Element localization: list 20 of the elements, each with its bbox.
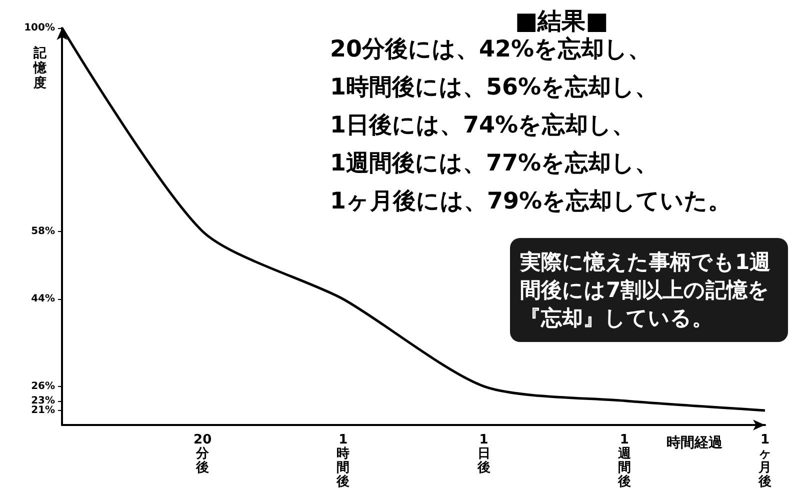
annotation: 1時間後には、56%を忘却し、	[330, 74, 658, 100]
y-tick-label: 58%	[31, 226, 55, 237]
x-tick-label: 1ヶ月後	[758, 432, 772, 490]
x-tick-label: 20分後	[194, 432, 212, 476]
y-axis-title: 記憶度	[32, 45, 48, 91]
x-tick-label: 1週間後	[616, 432, 632, 490]
chart-title: ■結果■	[515, 7, 608, 35]
y-tick-label: 44%	[31, 294, 55, 305]
x-axis-title: 時間経過	[666, 435, 724, 451]
x-tick-label: 1日後	[476, 432, 490, 476]
annotation: 1週間後には、77%を忘却し、	[330, 150, 658, 176]
y-tick-label: 21%	[31, 404, 55, 416]
annotation: 1ヶ月後には、79%を忘却していた。	[330, 188, 732, 214]
annotation: 実際に憶えた事柄でも1週間後には7割以上の記憶を『忘却』している。	[510, 238, 788, 342]
annotation: 20分後には、42%を忘却し、	[330, 36, 652, 62]
y-tick-label: 23%	[31, 395, 55, 406]
y-tick-label: 26%	[31, 380, 55, 392]
y-tick-label: 100%	[24, 22, 55, 34]
x-tick-label: 1時間後	[336, 432, 350, 490]
annotation: 1日後には、74%を忘却し、	[330, 112, 636, 138]
